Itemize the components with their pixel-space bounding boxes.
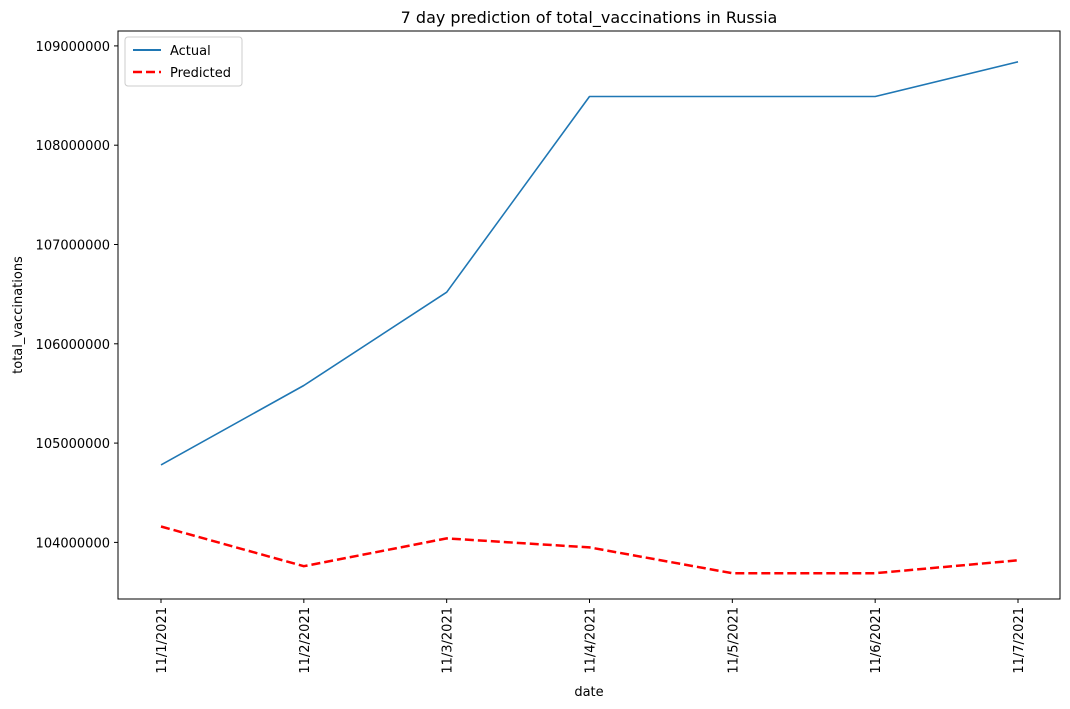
x-axis-label: date [574,685,603,700]
y-tick-label: 106000000 [36,338,110,353]
x-tick-label: 11/2/2021 [298,607,313,674]
plot-frame [117,30,1061,600]
y-axis-label: total_vaccinations [11,256,26,374]
legend: Actual Predicted [124,36,243,87]
x-tick-label: 11/6/2021 [869,607,884,674]
legend-label-predicted: Predicted [170,66,231,81]
x-tick-label: 11/4/2021 [584,607,599,674]
y-tick-label: 105000000 [36,437,110,452]
series-layer [160,61,1019,575]
series-line-predicted [160,525,1019,575]
x-tick-label: 11/5/2021 [726,607,741,674]
x-axis-ticks: 11/1/2021 11/2/2021 11/3/2021 11/4/2021 11/5… [155,599,1027,674]
y-axis-ticks: 104000000 105000000 106000000 107000000 1080… [36,40,118,551]
chart-title: 7 day prediction of total_vaccinations i… [401,8,778,28]
series-line-actual [160,61,1019,466]
x-tick-label: 11/7/2021 [1012,607,1027,674]
plot-area [118,31,1060,599]
x-tick-label: 11/1/2021 [155,607,170,674]
y-tick-label: 109000000 [36,40,110,55]
legend-label-actual: Actual [170,44,211,59]
y-tick-label: 108000000 [36,139,110,154]
y-tick-label: 104000000 [36,536,110,551]
x-tick-label: 11/3/2021 [441,607,456,674]
y-tick-label: 107000000 [36,238,110,253]
